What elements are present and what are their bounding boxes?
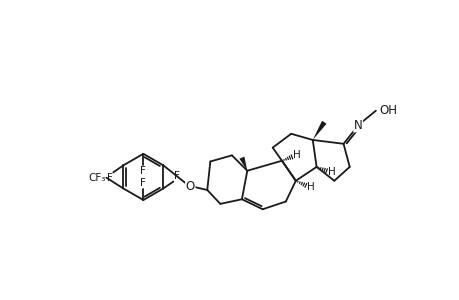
Text: H: H: [307, 182, 314, 192]
Text: CF₃: CF₃: [88, 173, 106, 183]
Text: F: F: [140, 178, 146, 188]
Text: N: N: [353, 119, 362, 132]
Polygon shape: [312, 121, 326, 140]
Text: F: F: [174, 171, 179, 181]
Text: F: F: [106, 173, 112, 183]
Text: OH: OH: [378, 104, 396, 117]
Polygon shape: [239, 157, 247, 171]
Text: F: F: [140, 166, 146, 176]
Text: H: H: [293, 150, 301, 160]
Text: H: H: [327, 167, 335, 177]
Text: O: O: [185, 180, 195, 194]
